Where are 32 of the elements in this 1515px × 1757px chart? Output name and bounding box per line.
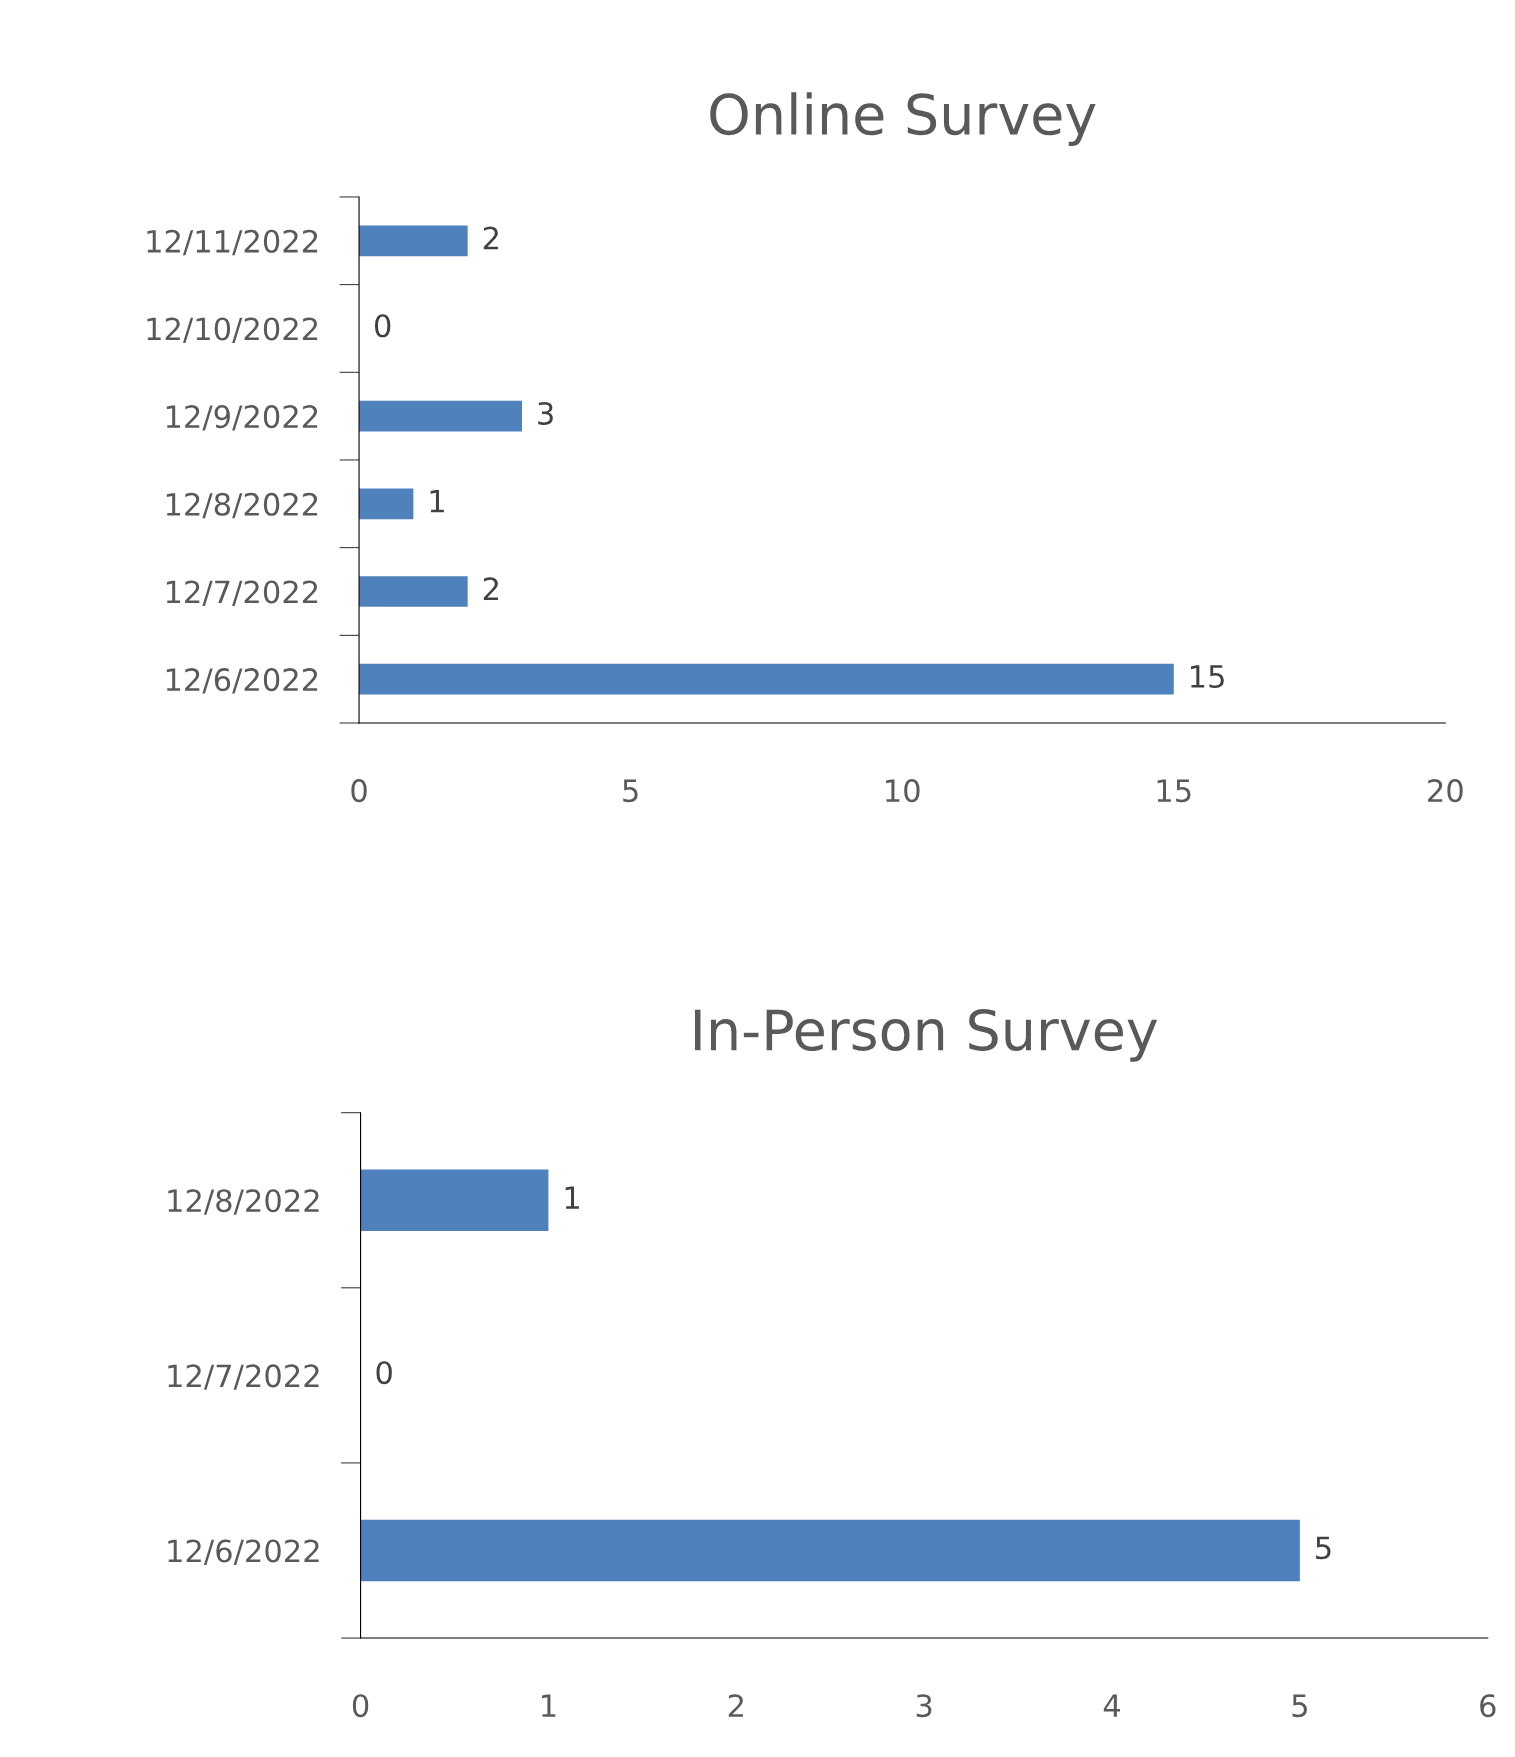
data-label: 3: [538, 401, 553, 426]
y-tick-label: 12/9/2022: [166, 405, 318, 431]
data-label: 2: [483, 226, 498, 250]
x-tick-label: 20: [1428, 779, 1463, 803]
y-tick-label: 12/7/2022: [168, 1364, 319, 1390]
y-tick-label: 12/6/2022: [166, 668, 318, 694]
x-tick-label: 0: [351, 779, 367, 803]
chart-title: In-Person Survey: [695, 1008, 1158, 1062]
data-label: 1: [430, 489, 444, 513]
x-tick-label: 15: [1157, 779, 1191, 803]
y-tick-label: 12/11/2022: [147, 229, 318, 256]
y-tick-label: 12/8/2022: [168, 1189, 319, 1215]
x-tick-label: 5: [1292, 1694, 1307, 1718]
data-label: 2: [483, 577, 498, 600]
y-tick-label: 12/10/2022: [147, 317, 318, 343]
x-tick-label: 1: [542, 1694, 556, 1717]
y-tick-label: 12/6/2022: [168, 1539, 319, 1565]
data-label: 1: [565, 1186, 579, 1209]
data-label: 0: [374, 314, 391, 338]
x-tick-label: 2: [728, 1694, 743, 1717]
x-tick-label: 5: [623, 779, 638, 803]
x-tick-label: 3: [916, 1694, 932, 1718]
x-tick-label: 6: [1480, 1694, 1496, 1718]
data-label: 0: [376, 1361, 392, 1385]
x-tick-label: 0: [352, 1694, 369, 1718]
data-label: 5: [1316, 1536, 1331, 1560]
data-label: 15: [1190, 665, 1224, 689]
y-tick-label: 12/8/2022: [166, 492, 318, 519]
x-tick-label: 4: [1103, 1694, 1121, 1717]
chart-title: Online Survey: [710, 92, 1096, 147]
x-tick-label: 10: [886, 779, 920, 803]
y-tick-label: 12/7/2022: [166, 580, 318, 606]
